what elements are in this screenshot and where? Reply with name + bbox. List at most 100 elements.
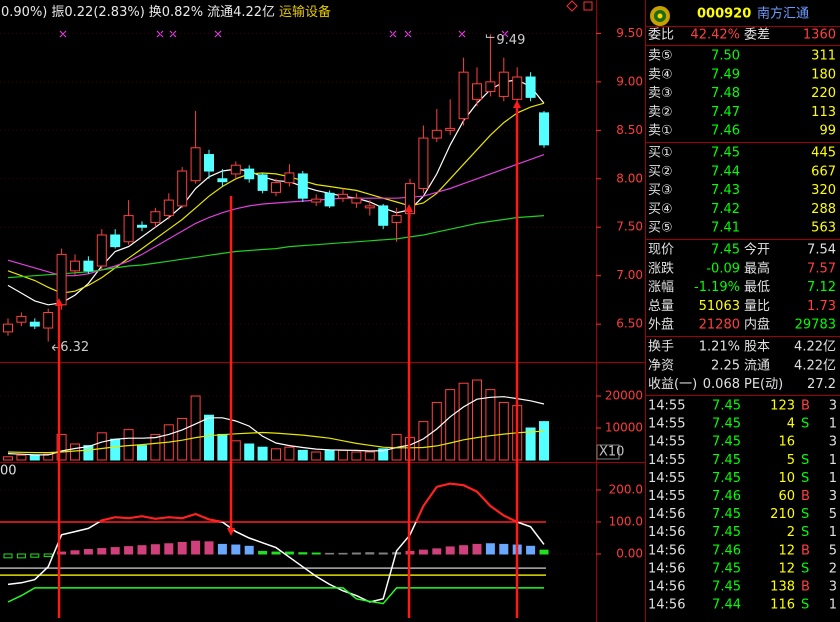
trade-count: 3: [829, 399, 837, 414]
trade-time: 14:56: [648, 543, 685, 558]
volume-bar: [56, 433, 67, 461]
ratio-button[interactable]: X10: [599, 445, 624, 460]
candle-body: [16, 315, 27, 323]
line: [7, 215, 545, 279]
row-label: 卖④: [648, 67, 673, 82]
trade-price: 7.44: [712, 598, 741, 613]
candle-body: [539, 112, 549, 146]
candle-body: [485, 81, 496, 93]
stat-value: 7.12: [807, 280, 836, 295]
stat-label: 外盘: [648, 317, 674, 333]
trade-price: 7.45: [712, 435, 741, 450]
stat-value: 4.22亿: [794, 358, 836, 373]
row-label: 买③: [648, 183, 673, 198]
book-volume: 445: [811, 146, 836, 161]
stat-value: 21280: [699, 318, 740, 333]
trade-count: 5: [829, 543, 837, 558]
trade-side: S: [801, 561, 809, 576]
histogram-bar: [231, 544, 241, 555]
stat-value: 7.45: [711, 243, 740, 258]
volume-bar: [338, 449, 348, 461]
annotation-arrows: [55, 100, 521, 618]
histogram-bar: [177, 541, 187, 555]
indicator-label: 00: [0, 464, 17, 479]
candle-body: [378, 205, 389, 226]
volume-bar: [244, 443, 255, 461]
candle-body: [338, 193, 348, 199]
histogram-bar: [191, 540, 201, 555]
trade-time: 14:56: [648, 598, 685, 613]
candle-body: [137, 224, 147, 228]
candle-body: [244, 168, 255, 180]
book-price: 7.49: [711, 67, 740, 82]
volume-bar: [311, 451, 322, 461]
candle-body: [163, 199, 174, 217]
volume-bar: [351, 451, 362, 461]
volume-bar: [110, 438, 121, 461]
candle-body: [364, 205, 375, 209]
candle-body: [43, 312, 54, 329]
trade-time: 14:56: [648, 561, 685, 576]
trade-side: S: [801, 453, 809, 468]
trade-volume: 4: [787, 417, 795, 432]
histogram-bar: [418, 549, 428, 555]
histogram-bar: [526, 545, 536, 555]
y-tick-label: 0.00: [616, 546, 643, 560]
volume-bar: [43, 453, 54, 461]
book-volume: 563: [811, 221, 836, 236]
histogram-bar: [244, 545, 254, 555]
stat-value: 7.57: [807, 261, 836, 276]
trade-price: 7.45: [712, 507, 741, 522]
row-label: 委比: [648, 28, 674, 43]
trade-volume: 116: [770, 598, 795, 613]
stat-value: 27.2: [807, 377, 836, 392]
candle-body: [512, 76, 523, 100]
high-pointer: [485, 34, 495, 38]
trade-count: 3: [829, 435, 837, 450]
histogram-bar: [298, 552, 308, 555]
volume-bar: [257, 446, 268, 461]
candle-body: [472, 83, 482, 100]
book-volume: 220: [811, 86, 836, 101]
row-label: 卖⑤: [648, 49, 673, 64]
low-pointer: [51, 344, 59, 351]
histogram-bar: [432, 548, 442, 555]
volume-bar: [539, 421, 549, 461]
trade-time: 14:55: [648, 417, 685, 432]
y-tick-label: 9.00: [616, 74, 643, 88]
histogram-bar: [539, 549, 549, 555]
stat-label: 股本: [744, 340, 770, 355]
book-price: 7.44: [711, 164, 740, 179]
trade-price: 7.45: [712, 525, 741, 540]
volume-bar: [525, 427, 536, 461]
book-price: 7.41: [711, 221, 740, 236]
ratio-button-box: [596, 444, 620, 460]
stat-label: 净资: [648, 358, 674, 373]
row-label: 买⑤: [648, 221, 673, 236]
candle-body: [70, 260, 80, 272]
window-icons[interactable]: [566, 0, 593, 12]
trade-side: S: [801, 598, 809, 613]
volume-bar: [284, 446, 295, 461]
trade-count: 3: [829, 489, 837, 504]
book-volume: 99: [819, 124, 836, 139]
histogram-bar: [499, 543, 509, 555]
volume-bar: [16, 454, 27, 461]
trade-count: 3: [829, 580, 837, 595]
row-label: 买④: [648, 202, 673, 217]
y-tick-label: 200.0: [609, 482, 643, 496]
row-label: 卖③: [648, 86, 673, 101]
candle-body: [3, 323, 13, 333]
stat-value: 7.54: [807, 243, 836, 258]
trade-side: S: [801, 525, 809, 540]
trade-count: 1: [829, 417, 837, 432]
trade-volume: 138: [770, 580, 795, 595]
histogram-bar: [150, 544, 160, 555]
histogram-bar: [311, 552, 321, 555]
trade-time: 14:55: [648, 471, 685, 486]
trade-time: 14:56: [648, 507, 685, 522]
trade-volume: 2: [787, 525, 795, 540]
chart-area: 6.50 7.00 7.50 8.00 8.50 9.00 9.50 9.49 6.32 1000…: [0, 26, 643, 605]
trade-volume: 123: [770, 399, 795, 414]
y-tick-label: 8.00: [616, 171, 643, 185]
